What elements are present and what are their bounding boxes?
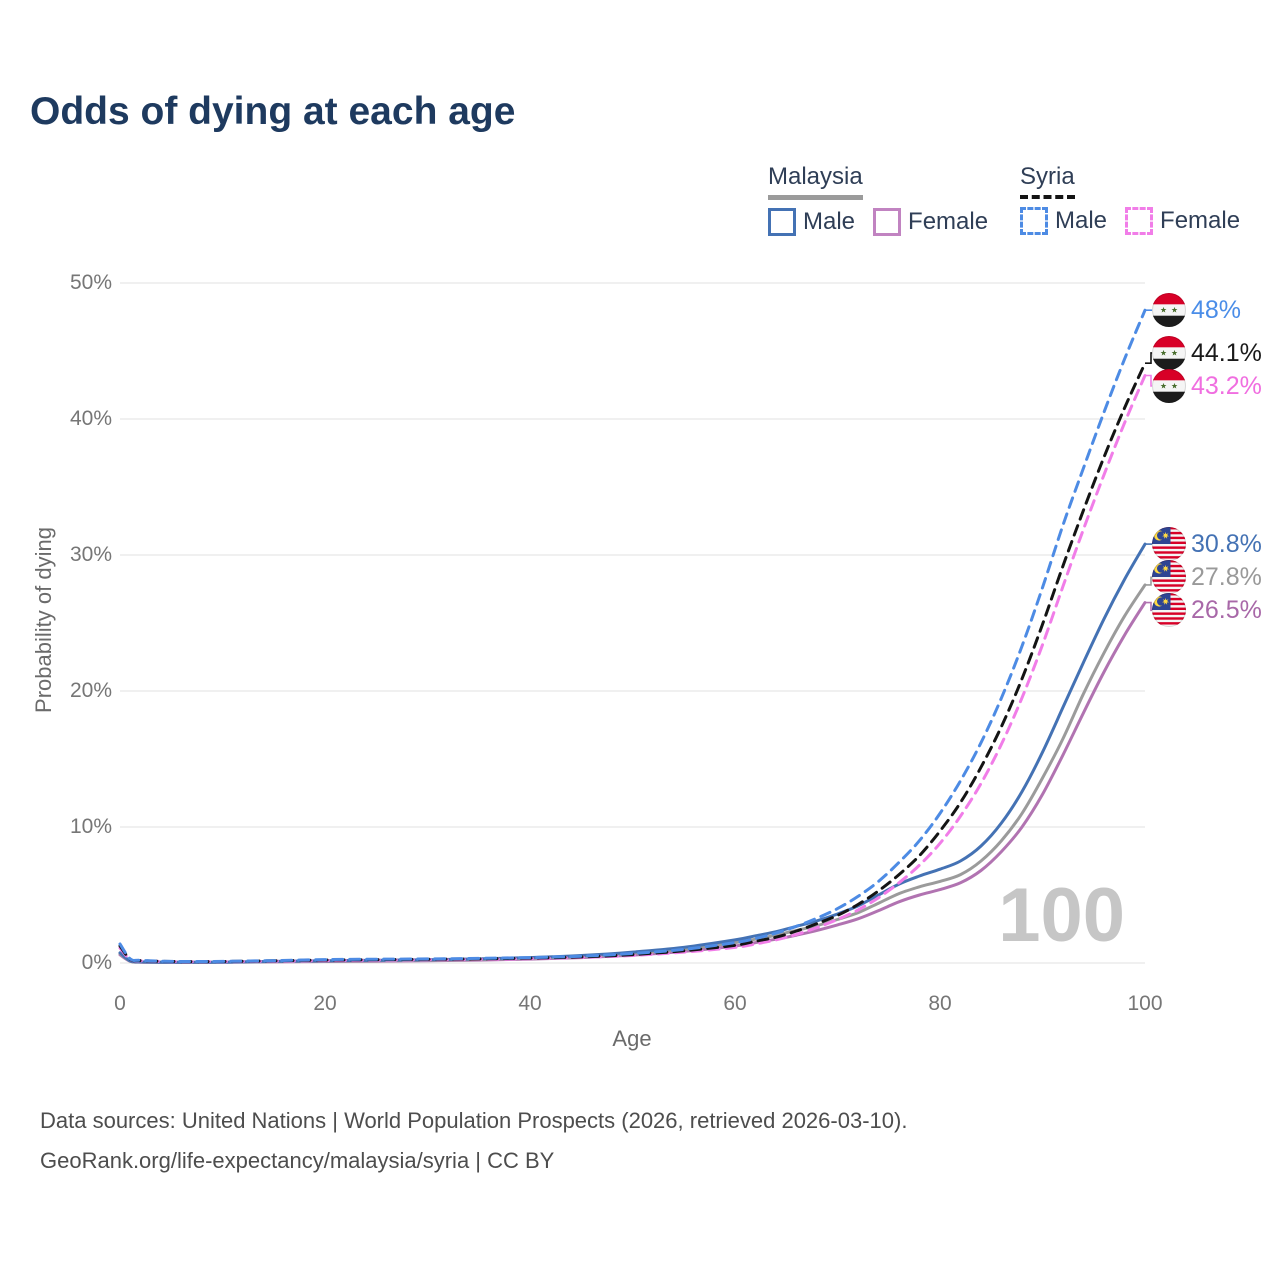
malaysia-flag-icon: [1152, 527, 1186, 561]
end-label-syria-female: 43.2%: [1152, 369, 1262, 403]
end-value-label: 26.5%: [1191, 595, 1262, 624]
x-tick-label: 40: [518, 992, 542, 1015]
solid-line-swatch-icon: [768, 208, 796, 236]
dashed-line-swatch-icon: [1125, 207, 1154, 235]
x-tick-label: 100: [1127, 992, 1163, 1015]
legend-group-malaysia: Malaysia Male Female: [768, 163, 988, 236]
legend-item-malaysia-female[interactable]: Female: [873, 208, 988, 236]
legend-country-syria-label: Syria: [1020, 163, 1075, 190]
syria-flag-icon: [1152, 293, 1186, 327]
malaysia-flag-icon: [1152, 593, 1186, 627]
dashed-line-swatch-icon: [1020, 207, 1048, 235]
legend-items-malaysia: Male Female: [768, 208, 988, 236]
attribution-line: GeoRank.org/life-expectancy/malaysia/syr…: [40, 1148, 555, 1173]
y-tick-label: 0%: [81, 951, 112, 974]
x-axis-title: Age: [612, 1026, 652, 1051]
data-sources-line: Data sources: United Nations | World Pop…: [40, 1108, 908, 1133]
y-tick-label: 20%: [69, 679, 112, 702]
end-label-malaysia-male: 30.8%: [1152, 527, 1262, 561]
legend-item-label: Male: [1055, 207, 1108, 234]
y-tick-label: 10%: [69, 815, 112, 838]
y-tick-label: 40%: [69, 407, 112, 430]
end-label-malaysia-female: 26.5%: [1152, 593, 1262, 627]
legend-item-label: Female: [908, 208, 989, 235]
legend-items-syria: Male Female: [1020, 207, 1240, 235]
solid-line-swatch-icon: [873, 208, 902, 236]
end-label-syria-male: 48%: [1152, 293, 1241, 327]
end-label-malaysia-all: 27.8%: [1152, 560, 1262, 594]
malaysia-flag-icon: [1152, 560, 1186, 594]
page-title: Odds of dying at each age: [30, 90, 516, 133]
legend-item-label: Female: [1160, 207, 1241, 234]
legend-group-syria: Syria Male Female: [1020, 163, 1240, 235]
legend-country-syria[interactable]: Syria: [1020, 163, 1075, 199]
legend-item-syria-female[interactable]: Female: [1125, 207, 1240, 235]
end-value-label: 44.1%: [1191, 338, 1262, 367]
y-tick-label: 50%: [69, 271, 112, 294]
x-tick-label: 20: [313, 992, 337, 1015]
x-tick-label: 80: [928, 992, 952, 1015]
legend-item-syria-male[interactable]: Male: [1020, 207, 1107, 235]
syria-flag-icon: [1152, 369, 1186, 403]
y-tick-label: 30%: [69, 543, 112, 566]
end-value-label: 30.8%: [1191, 529, 1262, 558]
hover-age-watermark: 100: [998, 873, 1125, 958]
x-tick-label: 60: [723, 992, 747, 1015]
legend-country-malaysia[interactable]: Malaysia: [768, 163, 863, 200]
syria-flag-icon: [1152, 336, 1186, 370]
legend-item-malaysia-male[interactable]: Male: [768, 208, 855, 236]
legend-item-label: Male: [803, 208, 856, 235]
end-value-label: 43.2%: [1191, 371, 1262, 400]
end-label-syria-all: 44.1%: [1152, 336, 1262, 370]
end-value-label: 27.8%: [1191, 562, 1262, 591]
series-line-syria-male: [118, 308, 1147, 963]
legend-country-malaysia-label: Malaysia: [768, 163, 863, 190]
end-value-label: 48%: [1191, 295, 1242, 324]
x-tick-label: 0: [114, 992, 126, 1015]
